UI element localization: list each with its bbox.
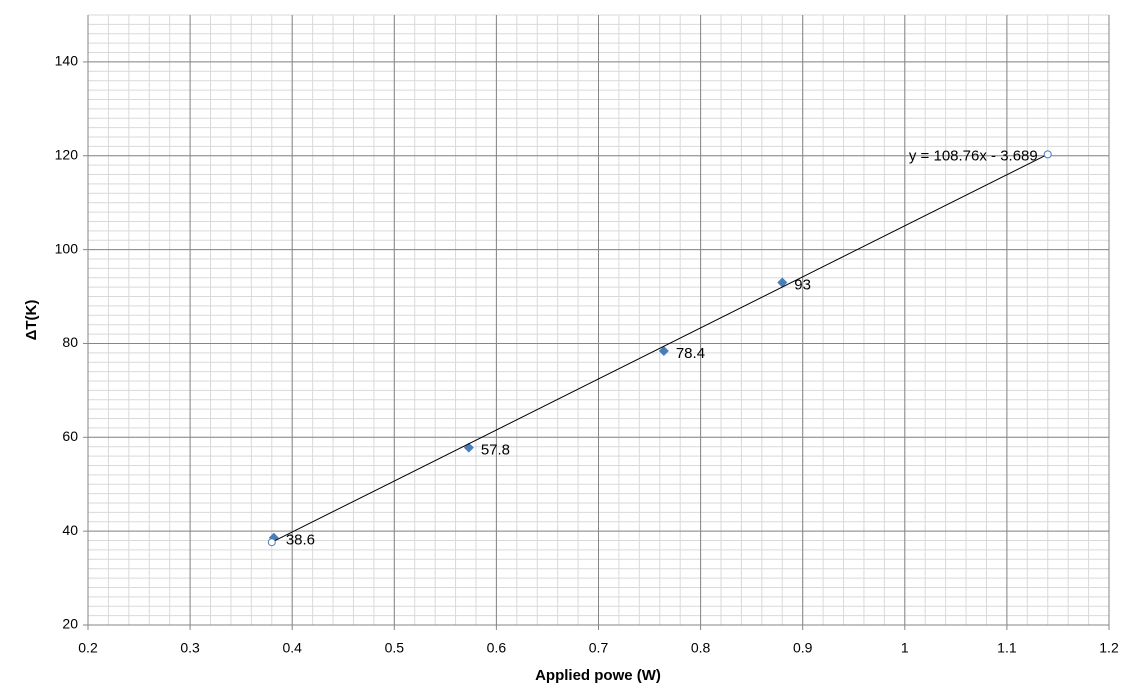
x-tick-label: 0.3 xyxy=(180,640,200,656)
trendline-equation: y = 108.76x - 3.689 xyxy=(909,147,1038,164)
y-tick-label: 120 xyxy=(55,146,79,162)
x-tick-label: 0.4 xyxy=(282,640,302,656)
point xyxy=(1043,150,1052,159)
y-tick-label: 20 xyxy=(62,616,78,632)
y-tick-label: 40 xyxy=(62,522,78,538)
y-tick-label: 140 xyxy=(55,53,79,69)
x-tick-label: 1 xyxy=(901,640,909,656)
trend-line xyxy=(271,153,1048,543)
y-tick-label: 60 xyxy=(62,428,78,444)
x-tick-label: 1.2 xyxy=(1099,640,1119,656)
x-tick-label: 0.2 xyxy=(78,640,98,656)
x-axis-title: Applied powe (W) xyxy=(535,667,661,684)
x-tick-label: 0.8 xyxy=(691,640,711,656)
data-label: 78.4 xyxy=(676,345,705,362)
data-label: 38.6 xyxy=(286,532,315,549)
x-tick-label: 1.1 xyxy=(997,640,1017,656)
point xyxy=(777,277,788,288)
data-label: 93 xyxy=(794,276,811,293)
y-tick-label: 80 xyxy=(62,334,78,350)
x-tick-label: 0.6 xyxy=(487,640,507,656)
x-tick-label: 0.5 xyxy=(385,640,405,656)
y-tick-label: 100 xyxy=(55,240,79,256)
x-tick-label: 0.9 xyxy=(793,640,813,656)
point xyxy=(267,538,276,547)
y-axis-title: ΔT(K) xyxy=(23,300,40,341)
point xyxy=(658,345,669,356)
data-label: 57.8 xyxy=(481,442,510,459)
x-tick-label: 0.7 xyxy=(589,640,609,656)
